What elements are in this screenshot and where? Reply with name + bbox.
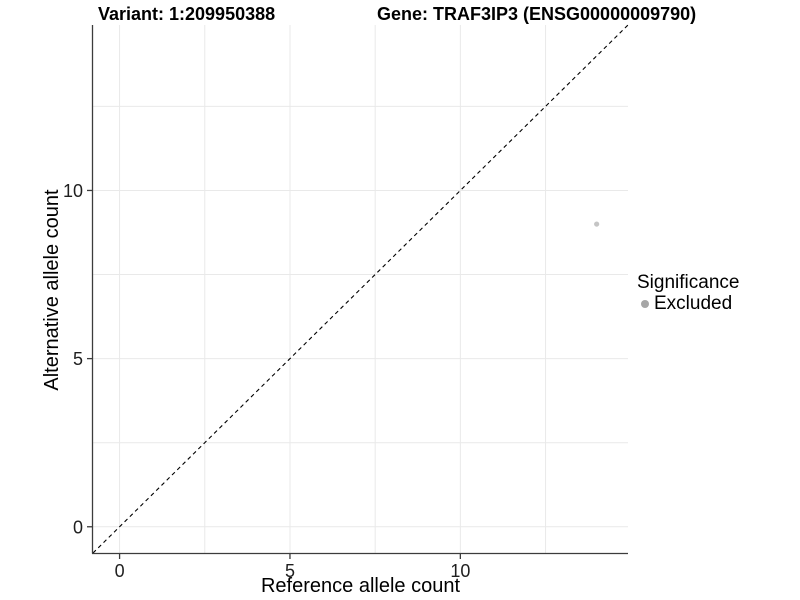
legend: Significance Excluded (637, 272, 739, 315)
x-tick-label: 10 (450, 561, 470, 581)
data-point (594, 221, 600, 227)
legend-entry-excluded: Excluded (637, 293, 739, 315)
legend-entry-label: Excluded (654, 293, 733, 314)
y-tick-label: 0 (73, 517, 83, 537)
x-tick-label: 0 (115, 561, 125, 581)
legend-title: Significance (637, 272, 740, 293)
variant-title: Variant: 1:209950388 (98, 4, 276, 24)
y-axis-title: Alternative allele count (41, 189, 63, 391)
x-axis-title: Reference allele count (260, 575, 460, 597)
x-tick-label: 5 (285, 561, 295, 581)
gene-title: Gene: TRAF3IP3 (ENSG00000009790) (377, 4, 697, 24)
identity-dashed-line (92, 24, 629, 554)
legend-key-dot-icon (641, 300, 649, 308)
y-tick-label: 10 (63, 181, 83, 201)
y-tick-label: 5 (73, 349, 83, 369)
